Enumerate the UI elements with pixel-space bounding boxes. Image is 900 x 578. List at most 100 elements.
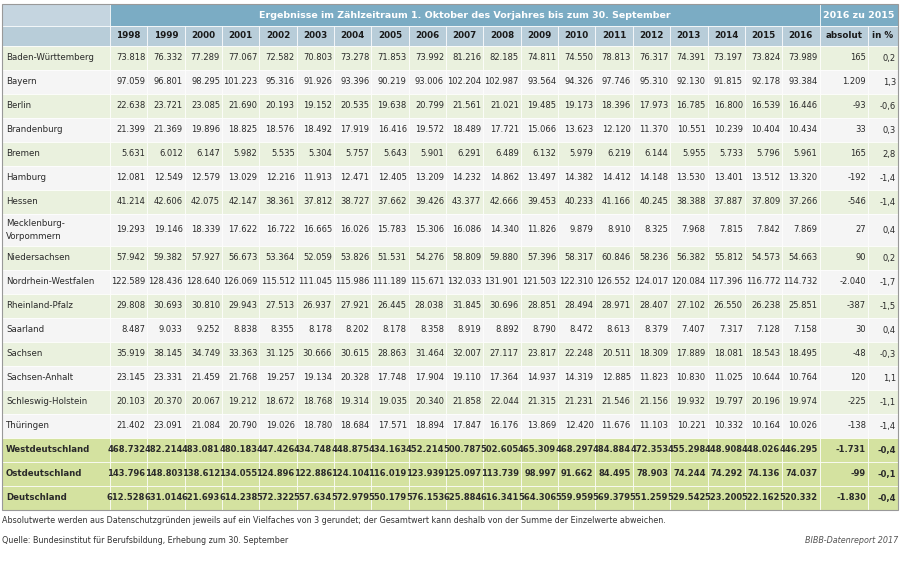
Text: 19.035: 19.035 [378,398,407,406]
Text: 132.033: 132.033 [447,277,482,287]
Bar [2,26,110,46]
Text: 5.979: 5.979 [570,150,593,158]
Text: 28.494: 28.494 [564,302,593,310]
Bar [446,270,483,294]
Bar [633,270,670,294]
Text: 8.472: 8.472 [570,325,593,335]
Text: 551.259: 551.259 [630,494,668,502]
Text: 19.173: 19.173 [564,102,593,110]
Text: 6.219: 6.219 [608,150,631,158]
Bar [2,366,110,390]
Bar [521,190,558,214]
Text: 19.638: 19.638 [377,102,407,110]
Bar [633,390,670,414]
Text: 2009: 2009 [527,31,552,40]
Bar [334,438,372,462]
Bar [521,366,558,390]
Text: 484.884: 484.884 [593,446,631,454]
Bar [446,214,483,246]
Bar [782,190,820,214]
Text: 12.216: 12.216 [266,173,294,183]
Bar [820,118,868,142]
Text: 165: 165 [850,150,866,158]
Bar [782,214,820,246]
Bar [483,318,521,342]
Text: 15.066: 15.066 [527,125,556,135]
Bar [297,214,334,246]
Text: 557.634: 557.634 [293,494,332,502]
Text: 20.196: 20.196 [752,398,780,406]
Bar [184,190,222,214]
Text: 5.643: 5.643 [382,150,407,158]
Text: 550.179: 550.179 [369,494,407,502]
Bar [409,26,446,46]
Text: 78.903: 78.903 [636,469,668,479]
Text: 28.971: 28.971 [602,302,631,310]
Text: 448.026: 448.026 [742,446,780,454]
Bar [483,142,521,166]
Text: 576.153: 576.153 [406,494,444,502]
Text: 37.662: 37.662 [377,198,407,206]
Bar [259,390,297,414]
Text: 27.513: 27.513 [266,302,294,310]
Bar [334,390,372,414]
Text: 2016 zu 2015: 2016 zu 2015 [824,10,895,20]
Text: 21.021: 21.021 [490,102,518,110]
Bar [446,70,483,94]
Bar [483,270,521,294]
Text: 30.666: 30.666 [302,350,332,358]
Bar [110,190,148,214]
Bar [596,46,633,70]
Bar [184,70,222,94]
Bar [184,118,222,142]
Bar [782,26,820,46]
Bar [558,462,596,486]
Bar [745,318,782,342]
Bar [110,438,148,462]
Text: 11.103: 11.103 [639,421,668,431]
Bar [558,166,596,190]
Text: 8.358: 8.358 [420,325,444,335]
Bar [707,390,745,414]
Bar [446,26,483,46]
Text: 115.671: 115.671 [410,277,444,287]
Bar [670,166,707,190]
Text: 113.739: 113.739 [481,469,518,479]
Text: 17.748: 17.748 [377,373,407,383]
Bar [745,190,782,214]
Bar [334,214,372,246]
Text: 21.546: 21.546 [602,398,631,406]
Text: 2004: 2004 [340,31,364,40]
Text: 10.830: 10.830 [677,373,706,383]
Bar [297,118,334,142]
Bar [745,438,782,462]
Bar [670,438,707,462]
Text: 2006: 2006 [415,31,439,40]
Bar [222,70,259,94]
Text: 468.297: 468.297 [555,446,593,454]
Bar [297,166,334,190]
Text: 1.209: 1.209 [842,77,866,87]
Bar [521,70,558,94]
Text: 74.811: 74.811 [527,54,556,62]
Text: 27.921: 27.921 [340,302,369,310]
Text: 81.216: 81.216 [453,54,482,62]
Bar [184,486,222,510]
Bar [820,342,868,366]
Text: 94.326: 94.326 [564,77,593,87]
Bar [446,190,483,214]
Bar [707,118,745,142]
Text: 34.749: 34.749 [191,350,220,358]
Text: 20.511: 20.511 [602,350,631,358]
Bar [446,318,483,342]
Bar [596,190,633,214]
Bar [670,214,707,246]
Bar [409,166,446,190]
Bar [596,390,633,414]
Text: 30.615: 30.615 [340,350,369,358]
Text: 564.306: 564.306 [518,494,556,502]
Text: 18.396: 18.396 [601,102,631,110]
Text: 523.200: 523.200 [705,494,742,502]
Text: 1999: 1999 [154,31,178,40]
Bar [745,246,782,270]
